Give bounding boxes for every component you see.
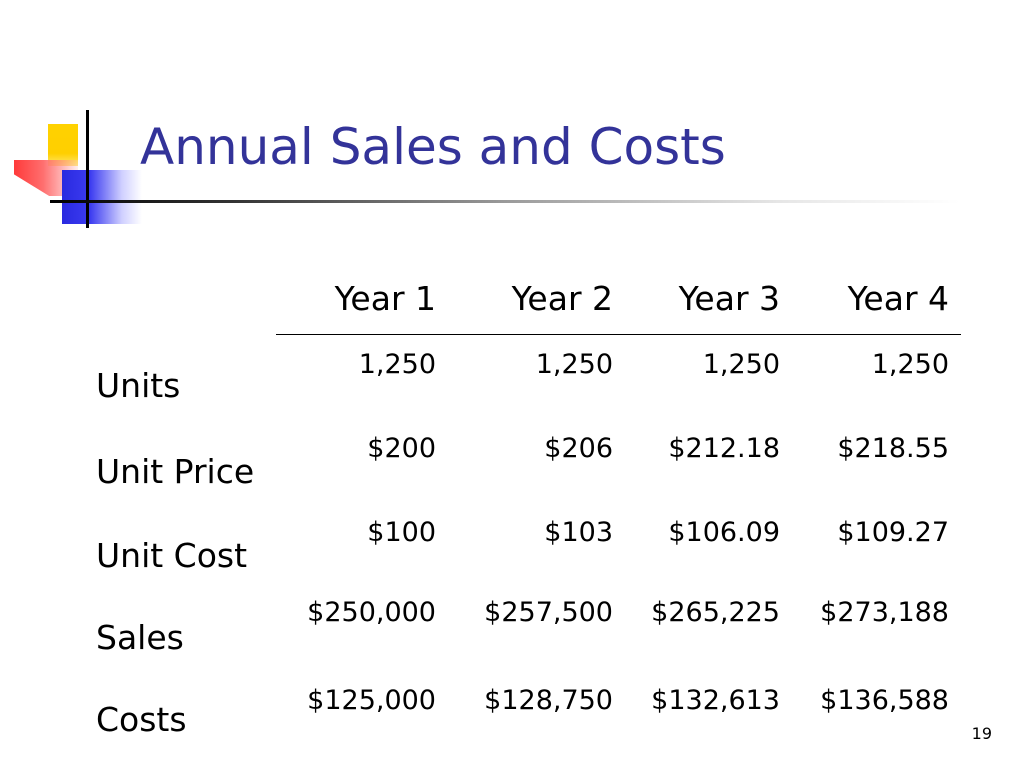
table-cell: $100 [367,517,436,548]
page-number: 19 [971,724,992,743]
table-row-costs: Costs $125,000 $128,750 $132,613 $136,58… [86,677,961,751]
table-cell: 1,250 [702,349,780,380]
yellow-square-decoration [48,124,78,166]
table-cell: $109.27 [837,517,949,548]
blue-square-decoration [62,170,142,224]
column-header-year-3: Year 3 [625,262,792,335]
row-label-sales: Sales [96,618,184,657]
table-cell: 1,250 [535,349,613,380]
table-row-unit-price: Unit Price $200 $206 $212.18 $218.55 [86,419,961,503]
table-cell: $250,000 [307,597,436,628]
slide-title: Annual Sales and Costs [140,118,726,176]
table-cell: $136,588 [820,685,949,716]
title-underline-rule [50,200,960,203]
row-label-unit-price: Unit Price [96,452,255,491]
row-label-units: Units [96,366,181,405]
table-cell: $212.18 [668,433,780,464]
table-cell: $265,225 [651,597,780,628]
table-cell: $218.55 [837,433,949,464]
table-cell: $200 [367,433,436,464]
table-header-row: Year 1 Year 2 Year 3 Year 4 [86,262,961,335]
table-cell: $106.09 [668,517,780,548]
table-cell: $103 [544,517,613,548]
row-label-unit-cost: Unit Cost [96,536,248,575]
table-cell: 1,250 [871,349,949,380]
table-row-sales: Sales $250,000 $257,500 $265,225 $273,18… [86,587,961,677]
table-cell: $273,188 [820,597,949,628]
column-header-year-4: Year 4 [792,262,961,335]
column-header-year-1: Year 1 [276,262,448,335]
row-label-costs: Costs [96,700,187,739]
column-header-year-2: Year 2 [448,262,625,335]
table-row-units: Units 1,250 1,250 1,250 1,250 [86,335,961,420]
table-cell: $125,000 [307,685,436,716]
table-cell: $128,750 [484,685,613,716]
table-cell: $206 [544,433,613,464]
slide-logo-decoration [0,0,160,240]
vertical-rule-decoration [86,110,89,228]
table-corner-cell [86,262,276,335]
table-cell: $132,613 [651,685,780,716]
table-cell: $257,500 [484,597,613,628]
table-cell: 1,250 [358,349,436,380]
table-row-unit-cost: Unit Cost $100 $103 $106.09 $109.27 [86,503,961,587]
sales-costs-table: Year 1 Year 2 Year 3 Year 4 Units 1,250 … [86,262,961,751]
